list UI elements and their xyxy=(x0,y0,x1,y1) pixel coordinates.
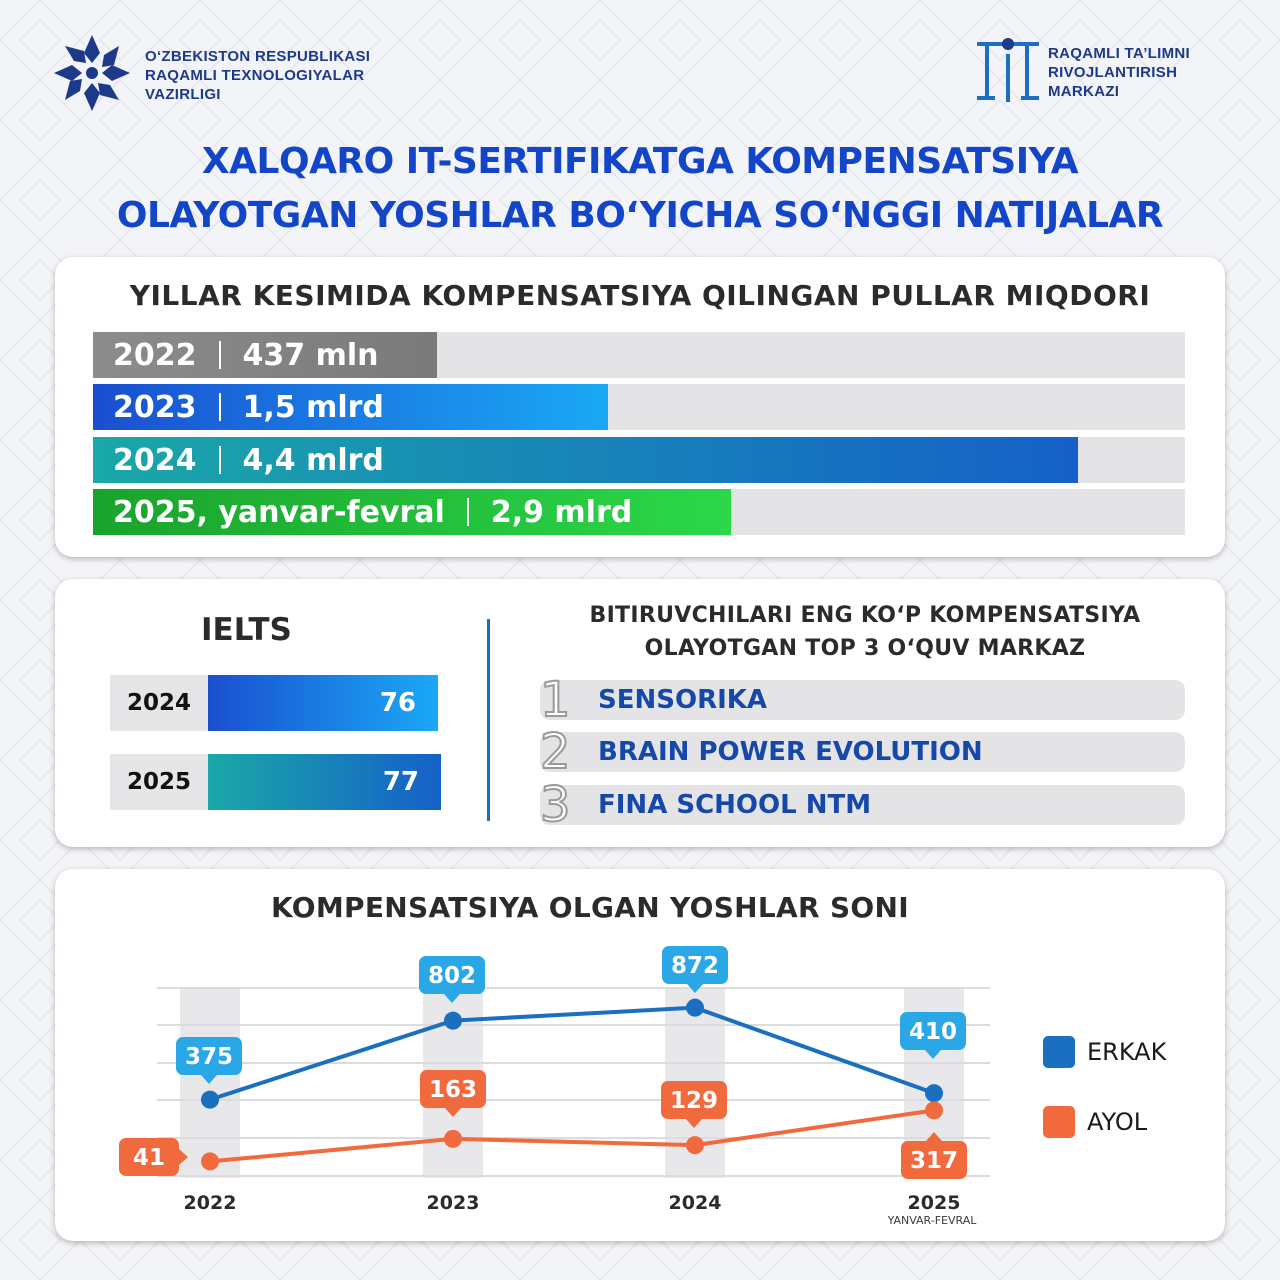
funds-bar xyxy=(93,437,1078,483)
funds-bar-year: 2025, yanvar-fevral xyxy=(113,494,445,530)
funds-card: YILLAR KESIMIDA KOMPENSATSIYA QILINGAN P… xyxy=(55,257,1225,557)
funds-bar-separator xyxy=(466,498,469,526)
funds-bar xyxy=(93,489,731,535)
top3-row: 3 FINA SCHOOL NTM xyxy=(539,778,1185,832)
funds-bar-value: 2,9 mlrd xyxy=(490,494,633,530)
center-name: RAQAMLI TA’LIMNI RIVOJLANTIRISH MARKAZI xyxy=(1048,44,1190,101)
top3-title: BITIRUVCHILARI ENG KO‘P KOMPENSATSIYA OL… xyxy=(525,599,1205,665)
ielts-value: 77 xyxy=(382,767,419,797)
ielts-bar: 76 xyxy=(208,675,438,731)
youth-chart-title: KOMPENSATSIYA OLGAN YOSHLAR SONI xyxy=(271,891,909,924)
top3-center-name: BRAIN POWER EVOLUTION xyxy=(598,737,983,767)
top3-center-name: SENSORIKA xyxy=(598,685,768,715)
funds-bar-label: 2025, yanvar-fevral 2,9 mlrd xyxy=(113,489,632,535)
top3-row: 2 BRAIN POWER EVOLUTION xyxy=(539,725,1185,779)
page-title-line: OLAYOTGAN YOSHLAR BO‘YICHA SO‘NGGI NATIJ… xyxy=(116,195,1164,236)
top3-rank-number: 2 xyxy=(539,724,572,780)
legend-ayol: AYOL xyxy=(1043,1106,1147,1138)
legend-swatch xyxy=(1043,1036,1075,1068)
funds-bar-separator xyxy=(218,341,221,369)
ielts-title: IELTS xyxy=(201,612,292,648)
top3-title-line: BITIRUVCHILARI ENG KO‘P KOMPENSATSIYA xyxy=(589,603,1141,628)
top3-row-track xyxy=(540,785,1185,825)
funds-bar-label: 2022 437 mln xyxy=(113,332,378,378)
center-name-line: MARKAZI xyxy=(1048,83,1120,100)
funds-bar-label: 2023 1,5 mlrd xyxy=(113,384,384,430)
funds-chart-title: YILLAR KESIMIDA KOMPENSATSIYA QILINGAN P… xyxy=(129,279,1151,312)
funds-bar-separator xyxy=(218,393,221,421)
ministry-name-line: VAZIRLIGI xyxy=(145,86,221,103)
top3-rank-number: 3 xyxy=(539,777,572,833)
ielts-bar: 77 xyxy=(208,754,441,810)
ielts-year-label: 2025 xyxy=(126,769,191,795)
legend-erkak: ERKAK xyxy=(1043,1036,1166,1068)
page-title: XALQARO IT-SERTIFIKATGA KOMPENSATSIYA OL… xyxy=(0,135,1280,243)
funds-bar xyxy=(93,332,437,378)
section-divider xyxy=(487,619,490,821)
top3-row-track xyxy=(540,732,1185,772)
ministry-logo-icon xyxy=(54,35,130,111)
funds-bar xyxy=(93,384,609,430)
funds-bar-track: 2023 1,5 mlrd xyxy=(93,384,1185,430)
ministry-name: O‘ZBEKISTON RESPUBLIKASI RAQAMLI TEXNOLO… xyxy=(145,47,370,104)
top3-row-track xyxy=(540,680,1185,720)
top3-center-name: FINA SCHOOL NTM xyxy=(598,790,872,820)
top3-title-line: OLAYOTGAN TOP 3 O‘QUV MARKAZ xyxy=(644,636,1086,661)
legend-swatch xyxy=(1043,1106,1075,1138)
funds-bar-track: 2025, yanvar-fevral 2,9 mlrd xyxy=(93,489,1185,535)
center-logo-icon xyxy=(977,38,1039,102)
funds-bar-year: 2022 xyxy=(113,337,197,373)
top3-row: 1 SENSORIKA xyxy=(539,673,1185,727)
funds-bar-track: 2022 437 mln xyxy=(93,332,1185,378)
page-title-line: XALQARO IT-SERTIFIKATGA KOMPENSATSIYA xyxy=(201,141,1079,182)
center-name-line: RIVOJLANTIRISH xyxy=(1048,64,1178,81)
funds-bar-year: 2023 xyxy=(113,389,197,425)
ielts-year-label: 2024 xyxy=(126,690,191,716)
ministry-name-line: O‘ZBEKISTON RESPUBLIKASI xyxy=(145,48,371,65)
funds-bar-value: 4,4 mlrd xyxy=(242,442,384,478)
funds-bar-track: 2024 4,4 mlrd xyxy=(93,437,1185,483)
funds-bar-separator xyxy=(218,446,221,474)
funds-bar-value: 437 mln xyxy=(242,337,379,373)
center-name-line: RAQAMLI TA’LIMNI xyxy=(1048,45,1191,62)
funds-bar-value: 1,5 mlrd xyxy=(242,389,384,425)
funds-bar-label: 2024 4,4 mlrd xyxy=(113,437,384,483)
funds-bar-year: 2024 xyxy=(113,442,197,478)
ielts-bar-track: 2025 77 xyxy=(110,754,441,810)
legend-label: AYOL xyxy=(1087,1108,1148,1136)
ielts-value: 76 xyxy=(379,688,416,718)
ministry-name-line: RAQAMLI TEXNOLOGIYALAR xyxy=(145,67,365,84)
ielts-bar-track: 2024 76 xyxy=(110,675,438,731)
top3-rank-number: 1 xyxy=(539,672,572,728)
legend-label: ERKAK xyxy=(1087,1038,1167,1066)
